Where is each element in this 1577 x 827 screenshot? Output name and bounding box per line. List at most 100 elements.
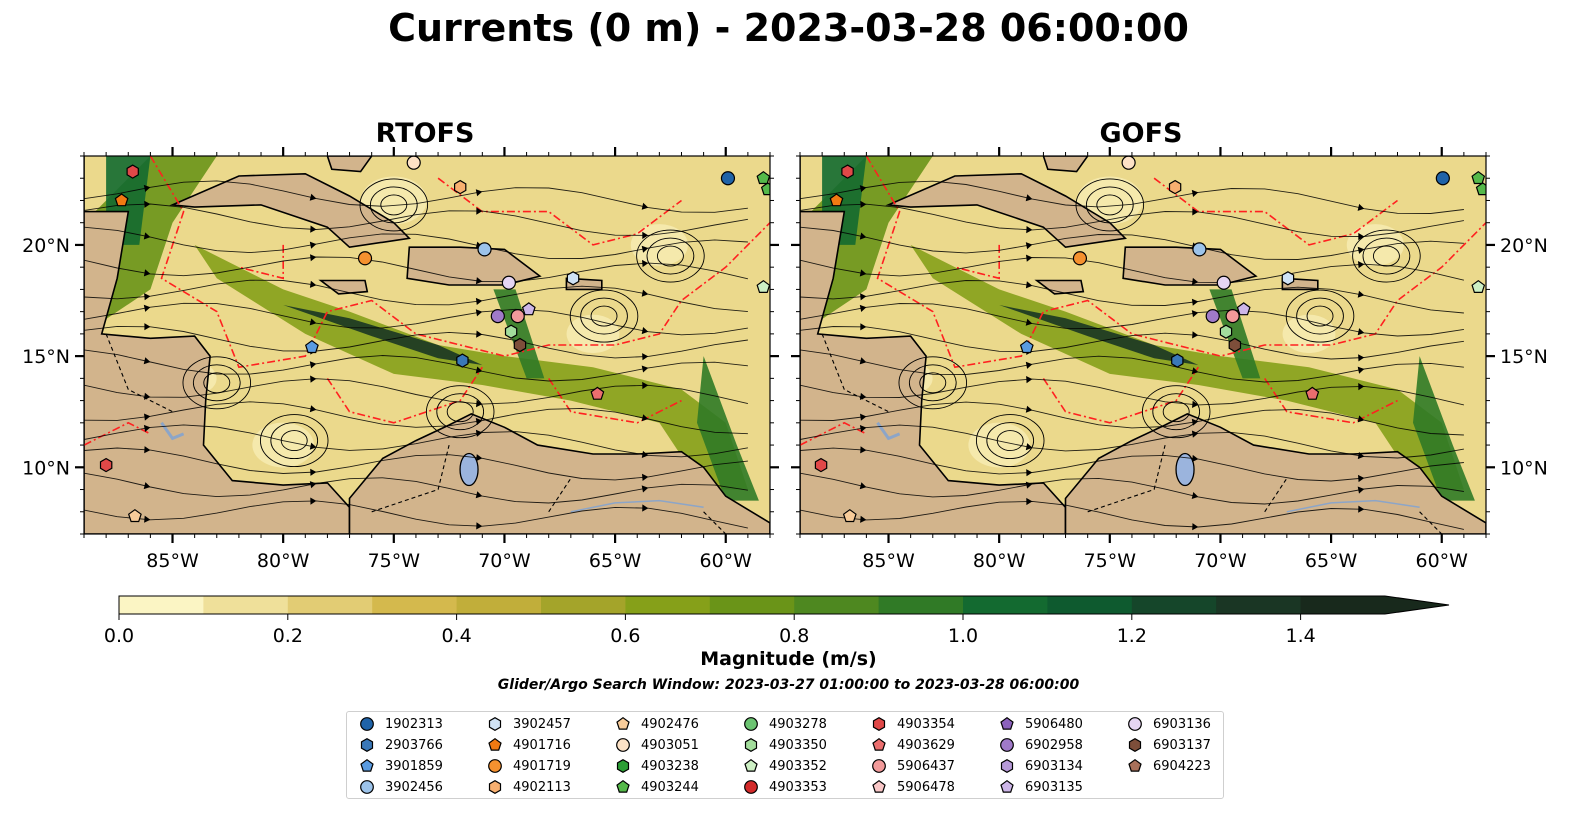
float-marker [1236,302,1251,316]
colorbar-tick-label: 0.8 [779,625,809,647]
legend-item-6903137: 6903137 [1127,735,1211,755]
land-mass [885,172,1127,249]
float-marker [1435,171,1450,186]
eez-boundary [238,244,285,280]
float-marker [814,457,828,473]
legend-item-4903354: 4903354 [871,714,955,734]
colorbar-bin [794,596,880,614]
legend-marker-icon [488,759,502,773]
legend-marker-icon [1000,779,1014,793]
land-mass [169,172,411,249]
float-marker [720,171,736,186]
panel-title-gofs: GOFS [1099,118,1183,149]
lon-tick-label: 60°W [1416,550,1469,572]
legend-label: 4903353 [769,779,827,795]
map-panels: 85°W 80°W 75°W 70°W 65°W 60°W20°N15°N10°N85°W… [22,147,1548,572]
eez-boundary [149,156,770,369]
lon-tick-label: 80°W [973,550,1026,572]
legend-item-4903244: 4903244 [615,777,699,797]
colorbar-bin [541,596,626,614]
search-window-note: Glider/Argo Search Window: 2023-03-27 01… [497,677,1080,693]
float-marker [521,302,536,316]
colorbar-bin [963,596,1048,614]
legend-label: 2903766 [385,737,443,753]
legend-marker-icon [1128,717,1142,731]
float-marker [1072,251,1088,266]
legend-item-6903134: 6903134 [999,756,1083,776]
lon-tick-label: 65°W [589,550,642,572]
float-marker [127,508,142,523]
float-marker [456,353,469,368]
colorbar-bin [878,596,964,614]
float-marker [756,170,770,185]
colorbar-bin [287,596,373,614]
float-marker [114,193,129,207]
land-mass [1042,156,1089,173]
eez-boundary [84,421,151,446]
legend-label: 4903629 [897,737,955,753]
map-panel-rtofs: 85°W 80°W 75°W 70°W 65°W 60°W 20°N 15°N 10°N [22,147,779,572]
float-marker [760,182,770,196]
lat-tick-label: 10°N [22,457,70,479]
legend-marker-icon [744,780,758,794]
float-marker [126,164,139,179]
float-marker [1475,182,1486,196]
legend-marker-icon [488,737,502,751]
colorbar-tick-label: 1.0 [948,625,978,647]
colorbar-tick-label: 1.2 [1117,625,1147,647]
legend-item-4903353: 4903353 [743,777,827,797]
legend-label: 4902476 [641,716,699,732]
legend-label: 5906437 [897,758,955,774]
lat-tick-label: 15°N [22,346,70,368]
float-marker [1305,386,1320,400]
legend-item-4901716: 4901716 [487,735,571,755]
legend-label: 4903352 [769,758,827,774]
colorbar: 0.0 0.2 0.4 0.6 0.8 1.0 1.2 1.4 [104,595,1450,647]
float-marker [1219,324,1233,339]
float-marker [513,337,527,353]
float-marker [1228,337,1242,353]
lon-tick-label: 60°W [700,550,753,572]
colorbar-bin [709,596,795,614]
float-marker [1168,179,1182,195]
lon-tick-label: 85°W [862,550,915,572]
float-marker [501,275,516,290]
eez-boundary [800,421,867,446]
legend-label: 4903354 [897,716,955,732]
legend-item-4903238: 4903238 [615,756,699,776]
legend-label: 4903238 [641,758,699,774]
legend-marker-icon [744,758,758,772]
legend-label: 3902456 [385,779,443,795]
legend-item-6903136: 6903136 [1127,714,1211,734]
float-marker [99,457,113,473]
float-marker [1171,353,1184,368]
colorbar-bin [119,596,204,614]
eez-boundary [1042,366,1199,424]
lat-tick-label: 20°N [1500,235,1548,257]
legend-marker-icon [616,716,630,730]
legend-marker-icon [488,780,502,794]
legend-item-4903278: 4903278 [743,714,827,734]
legend-marker-icon [1128,738,1142,752]
colorbar-bin [1131,596,1217,614]
float-marker [304,339,319,354]
legend-item-3902456: 3902456 [359,777,443,797]
lon-tick-label: 75°W [1084,550,1137,572]
legend-label: 6904223 [1153,758,1211,774]
colorbar-tick-label: 0.6 [610,625,640,647]
colorbar-bin [1300,596,1386,614]
panel-title-rtofs: RTOFS [375,118,475,149]
legend-item-4902476: 4902476 [615,714,699,734]
legend-label: 3901859 [385,758,443,774]
float-marker [1205,308,1220,324]
float-marker [357,251,373,266]
legend-marker-icon [1000,759,1014,773]
legend-label: 6903136 [1153,716,1211,732]
lon-tick-label: 80°W [257,550,310,572]
legend-item-4903352: 4903352 [743,756,827,776]
legend-label: 4901719 [513,758,571,774]
colorbar-tick-label: 0.4 [441,625,471,647]
legend-label: 6903137 [1153,737,1211,753]
legend-label: 6902958 [1025,737,1083,753]
colorbar-tick-label: 1.4 [1285,625,1315,647]
